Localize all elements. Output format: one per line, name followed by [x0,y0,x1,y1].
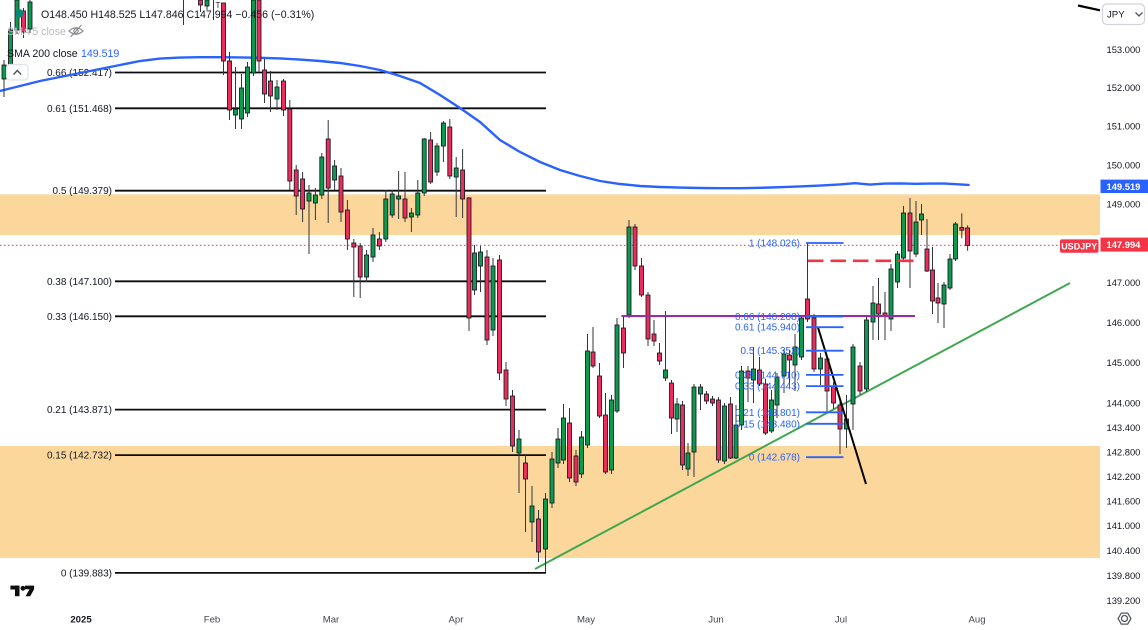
svg-text:146.000: 146.000 [1107,317,1141,328]
svg-text:Jun: Jun [708,615,723,626]
svg-text:139.800: 139.800 [1107,570,1141,581]
svg-text:0.15 (142.732): 0.15 (142.732) [47,451,112,462]
svg-text:145.000: 145.000 [1107,357,1141,368]
svg-text:O148.450 H148.525 L147.846 C14: O148.450 H148.525 L147.846 C147.994 −0.4… [41,9,314,21]
svg-text:147.000: 147.000 [1107,277,1141,288]
svg-text:143.400: 143.400 [1107,422,1141,433]
svg-text:JPY: JPY [1107,10,1125,21]
svg-text:Aug: Aug [968,615,985,626]
svg-text:1 (148.026): 1 (148.026) [749,239,800,250]
svg-text:139.200: 139.200 [1107,595,1141,606]
svg-text:149.000: 149.000 [1107,198,1141,209]
svg-text:0.5 (149.379): 0.5 (149.379) [53,186,113,197]
svg-text:Mar: Mar [323,615,340,626]
svg-text:140.400: 140.400 [1107,545,1141,556]
svg-text:USDJPY: USDJPY [1061,241,1097,251]
svg-text:0.15 (143.480): 0.15 (143.480) [735,419,800,430]
svg-text:0.33 (146.150): 0.33 (146.150) [47,312,112,323]
svg-text:0.21 (143.801): 0.21 (143.801) [735,408,800,419]
svg-text:0.21 (143.871): 0.21 (143.871) [47,405,112,416]
svg-text:0.33 (144.443): 0.33 (144.443) [735,382,800,393]
svg-text:0.38 (147.100): 0.38 (147.100) [47,277,112,288]
svg-text:151.000: 151.000 [1107,121,1141,132]
svg-text:144.000: 144.000 [1107,397,1141,408]
svg-text:0.66 (146.208): 0.66 (146.208) [735,312,800,323]
svg-text:141.600: 141.600 [1107,495,1141,506]
svg-text:Apr: Apr [449,615,465,626]
svg-text:0.38 (144.710): 0.38 (144.710) [735,370,800,381]
svg-text:142.200: 142.200 [1107,471,1141,482]
svg-text:0 (139.883): 0 (139.883) [61,568,112,579]
svg-text:147.994: 147.994 [1107,239,1142,250]
svg-text:SMA 5 close: SMA 5 close [7,26,66,38]
svg-text:2025: 2025 [70,615,92,626]
svg-text:SMA 200 close: SMA 200 close [7,48,78,60]
svg-text:0 (142.678): 0 (142.678) [749,453,800,464]
svg-text:152.000: 152.000 [1107,82,1141,93]
svg-text:0.61 (151.468): 0.61 (151.468) [47,104,112,115]
svg-text:May: May [577,615,595,626]
svg-text:142.800: 142.800 [1107,446,1141,457]
svg-text:150.000: 150.000 [1107,159,1141,170]
svg-text:Jul: Jul [835,615,847,626]
svg-text:0.5 (145.352): 0.5 (145.352) [741,346,801,357]
svg-text:Feb: Feb [204,615,221,626]
svg-text:T: T [216,1,221,10]
svg-text:0.61 (145.940): 0.61 (145.940) [735,323,800,334]
svg-text:153.000: 153.000 [1107,44,1141,55]
svg-text:149.519: 149.519 [81,48,119,60]
svg-text:149.519: 149.519 [1107,181,1141,192]
svg-text:141.000: 141.000 [1107,520,1141,531]
